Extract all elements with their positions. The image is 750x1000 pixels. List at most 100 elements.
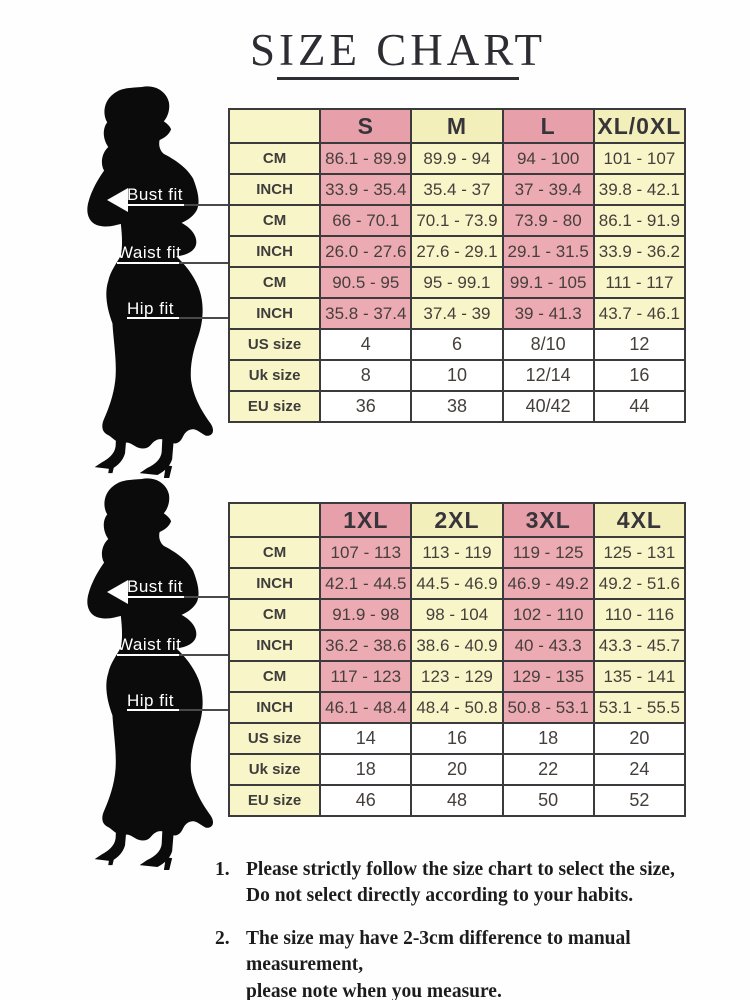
value-cell: 135 - 141 bbox=[592, 660, 687, 693]
row-label: CM bbox=[227, 598, 322, 631]
bust-fit-underline bbox=[127, 204, 184, 206]
woman-silhouette bbox=[87, 478, 214, 870]
row-label: INCH bbox=[227, 691, 322, 724]
page-title: SIZE CHART bbox=[249, 25, 547, 75]
bust-fit-label: Bust fit bbox=[127, 185, 183, 204]
value-cell: 39.8 - 42.1 bbox=[592, 173, 687, 206]
value-cell: 36 bbox=[319, 390, 413, 423]
bust-fit-underline bbox=[127, 596, 184, 598]
value-cell: 24 bbox=[592, 753, 687, 786]
table-row: Uk size 8 10 12/14 16 bbox=[227, 359, 687, 392]
value-cell: 102 - 110 bbox=[501, 598, 595, 631]
value-cell: 29.1 - 31.5 bbox=[501, 235, 595, 268]
value-cell: 44.5 - 46.9 bbox=[410, 567, 504, 600]
table-row: INCH 36.2 - 38.6 38.6 - 40.9 40 - 43.3 43.3 … bbox=[227, 629, 687, 662]
value-cell: 46.1 - 48.4 bbox=[319, 691, 413, 724]
hip-fit-underline bbox=[127, 317, 179, 319]
woman-silhouette bbox=[87, 86, 214, 478]
value-cell: 98 - 104 bbox=[410, 598, 504, 631]
value-cell: 70.1 - 73.9 bbox=[410, 204, 504, 237]
note-line: Please strictly follow the size chart to… bbox=[246, 859, 675, 880]
table-row: INCH 33.9 - 35.4 35.4 - 37 37 - 39.4 39.8 - … bbox=[227, 173, 687, 206]
table-row: INCH 26.0 - 27.6 27.6 - 29.1 29.1 - 31.5 33.… bbox=[227, 235, 687, 268]
value-cell: 26.0 - 27.6 bbox=[319, 235, 413, 268]
value-cell: 86.1 - 91.9 bbox=[592, 204, 687, 237]
hip-fit-connector-line bbox=[179, 317, 229, 319]
value-cell: 125 - 131 bbox=[592, 536, 687, 569]
note-line: Do not select directly according to your… bbox=[246, 885, 634, 907]
value-cell: 89.9 - 94 bbox=[410, 142, 504, 175]
value-cell: 20 bbox=[410, 753, 504, 786]
table-row: INCH 35.8 - 37.4 37.4 - 39 39 - 41.3 43.7 - … bbox=[227, 297, 687, 330]
value-cell: 50.8 - 53.1 bbox=[501, 691, 595, 724]
value-cell: 37 - 39.4 bbox=[501, 173, 595, 206]
value-cell: 119 - 125 bbox=[501, 536, 595, 569]
arrow-left-icon bbox=[107, 188, 128, 212]
bust-fit-label: Bust fit bbox=[127, 577, 183, 596]
value-cell: 46 bbox=[319, 784, 413, 817]
value-cell: 44 bbox=[592, 390, 687, 423]
value-cell: 10 bbox=[410, 359, 504, 392]
value-cell: 90.5 - 95 bbox=[319, 266, 413, 299]
value-cell: 6 bbox=[410, 328, 504, 361]
row-label: INCH bbox=[227, 567, 322, 600]
value-cell: 95 - 99.1 bbox=[410, 266, 504, 299]
value-cell: 99.1 - 105 bbox=[501, 266, 595, 299]
value-cell: 33.9 - 36.2 bbox=[592, 235, 687, 268]
row-label: US size bbox=[227, 328, 322, 361]
table-row: US size 4 6 8/10 12 bbox=[227, 328, 687, 361]
table-row: INCH 42.1 - 44.5 44.5 - 46.9 46.9 - 49.2 49.… bbox=[227, 567, 687, 600]
value-cell: 73.9 - 80 bbox=[501, 204, 595, 237]
value-cell: 14 bbox=[319, 722, 413, 755]
table-row: CM 66 - 70.1 70.1 - 73.9 73.9 - 80 86.1 - 91… bbox=[227, 204, 687, 237]
value-cell: 16 bbox=[410, 722, 504, 755]
corner-cell bbox=[227, 502, 322, 538]
waist-fit-underline bbox=[117, 654, 179, 656]
corner-cell bbox=[227, 108, 322, 144]
waist-fit-connector-line bbox=[179, 654, 229, 656]
value-cell: 35.8 - 37.4 bbox=[319, 297, 413, 330]
value-cell: 101 - 107 bbox=[592, 142, 687, 175]
value-cell: 110 - 116 bbox=[592, 598, 687, 631]
title-underline bbox=[277, 77, 519, 80]
size-table-regular: S M L XL/0XL CM 86.1 - 89.9 89.9 - 94 94 - 100 1… bbox=[227, 108, 687, 423]
value-cell: 40 - 43.3 bbox=[501, 629, 595, 662]
note-text: The size may have 2-3cm difference to ma… bbox=[246, 926, 725, 1000]
value-cell: 49.2 - 51.6 bbox=[592, 567, 687, 600]
value-cell: 123 - 129 bbox=[410, 660, 504, 693]
value-cell: 33.9 - 35.4 bbox=[319, 173, 413, 206]
note-number: 1. bbox=[215, 859, 230, 880]
value-cell: 66 - 70.1 bbox=[319, 204, 413, 237]
value-cell: 113 - 119 bbox=[410, 536, 504, 569]
row-label: US size bbox=[227, 722, 322, 755]
value-cell: 129 - 135 bbox=[501, 660, 595, 693]
row-label: CM bbox=[227, 660, 322, 693]
value-cell: 12 bbox=[592, 328, 687, 361]
row-label: INCH bbox=[227, 173, 322, 206]
value-cell: 27.6 - 29.1 bbox=[410, 235, 504, 268]
table-row: INCH 46.1 - 48.4 48.4 - 50.8 50.8 - 53.1 53.… bbox=[227, 691, 687, 724]
value-cell: 42.1 - 44.5 bbox=[319, 567, 413, 600]
table-row: EU size 36 38 40/42 44 bbox=[227, 390, 687, 423]
value-cell: 43.3 - 45.7 bbox=[592, 629, 687, 662]
value-cell: 86.1 - 89.9 bbox=[319, 142, 413, 175]
value-cell: 18 bbox=[319, 753, 413, 786]
table-row: CM 90.5 - 95 95 - 99.1 99.1 - 105 111 - 117 bbox=[227, 266, 687, 299]
waist-fit-underline bbox=[117, 262, 179, 264]
table-row: CM 86.1 - 89.9 89.9 - 94 94 - 100 101 - 107 bbox=[227, 142, 687, 175]
row-label: EU size bbox=[227, 784, 322, 817]
row-label: CM bbox=[227, 266, 322, 299]
value-cell: 39 - 41.3 bbox=[501, 297, 595, 330]
value-cell: 91.9 - 98 bbox=[319, 598, 413, 631]
hip-fit-label: Hip fit bbox=[127, 299, 174, 318]
bust-fit-connector-line bbox=[184, 204, 229, 206]
note-1: 1. Please strictly follow the size chart… bbox=[215, 857, 725, 909]
value-cell: 48.4 - 50.8 bbox=[410, 691, 504, 724]
size-header: L bbox=[501, 108, 595, 144]
value-cell: 36.2 - 38.6 bbox=[319, 629, 413, 662]
note-number: 2. bbox=[215, 928, 230, 950]
value-cell: 48 bbox=[410, 784, 504, 817]
value-cell: 94 - 100 bbox=[501, 142, 595, 175]
hip-fit-label: Hip fit bbox=[127, 691, 174, 710]
